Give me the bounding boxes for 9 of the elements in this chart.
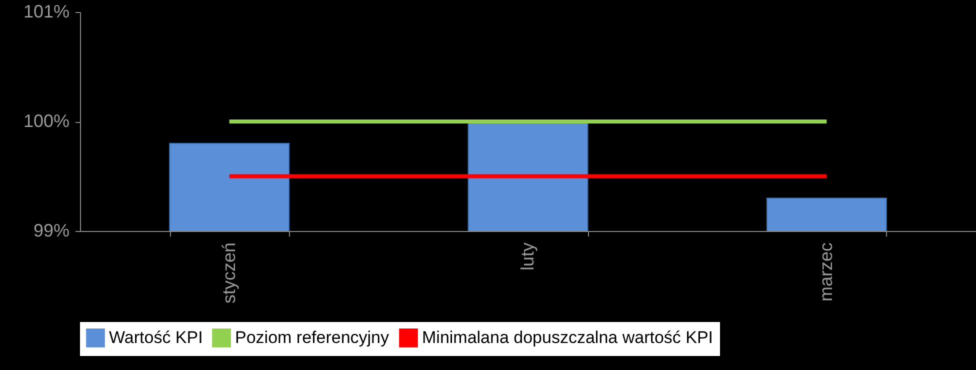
legend-label: Minimalana dopuszczalna wartość KPI [422,328,714,347]
x-tick-label: luty [518,242,538,271]
x-tick-label: marzec [816,242,836,302]
y-tick-label: 101% [23,2,70,22]
x-tick-label: styczeń [218,242,239,304]
legend-label: Wartość KPI [109,328,203,347]
legend-label: Poziom referencyjny [235,328,390,347]
y-tick-label: 99% [33,220,70,240]
y-tick-label: 100% [23,111,70,131]
